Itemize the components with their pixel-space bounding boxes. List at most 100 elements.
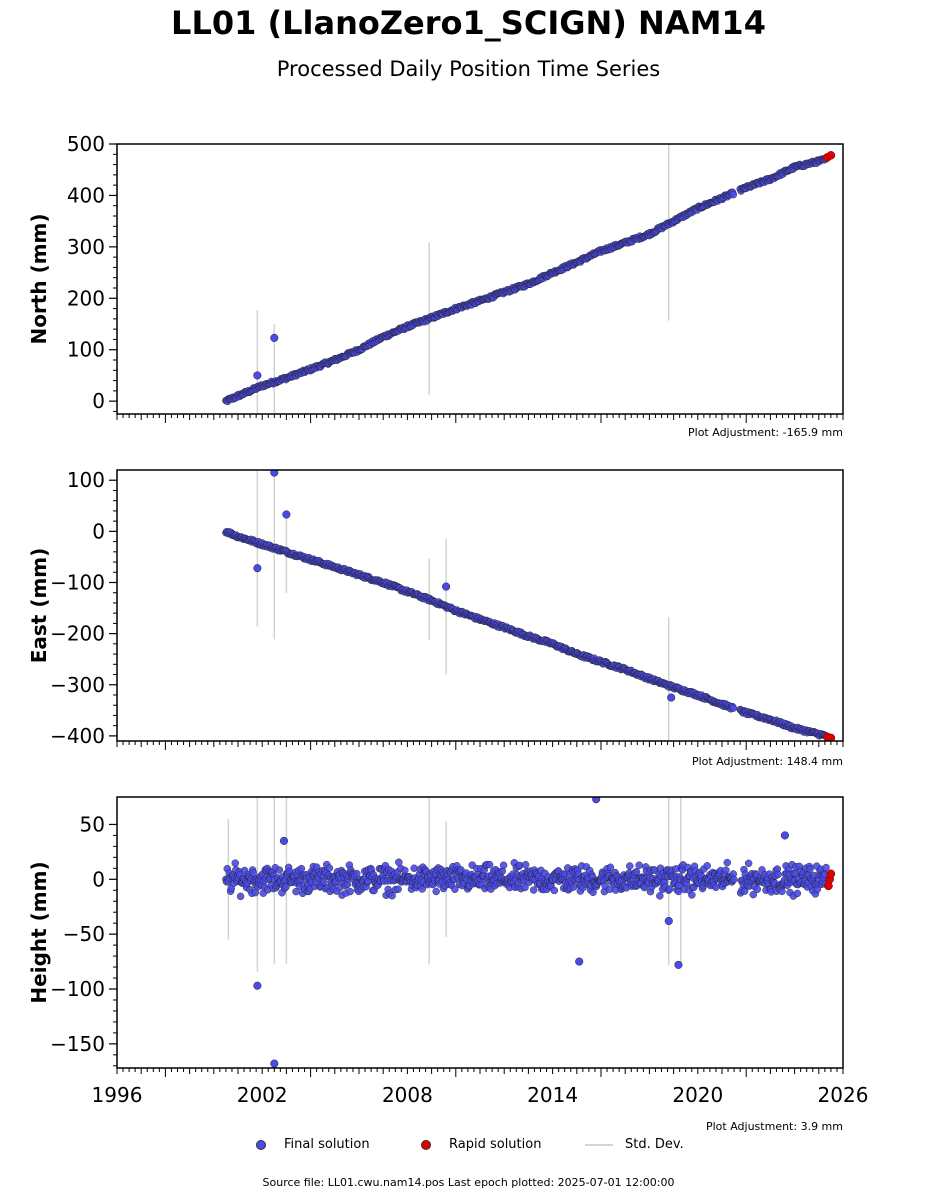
final-point [401, 866, 409, 875]
final-point [231, 859, 239, 867]
page-subtitle: Processed Daily Position Time Series [276, 57, 661, 81]
panel-3: −150 −100 −50 0 50 Height (mm) Plot Adjustment… [27, 796, 869, 1133]
legend-stddev-line [585, 1143, 613, 1146]
final-point [730, 875, 738, 884]
final-point [352, 869, 361, 878]
y-tick-label: 100 [67, 468, 105, 492]
plot-area [222, 144, 836, 414]
final-point [822, 863, 830, 872]
outlier-point [270, 470, 279, 477]
y-axis-label: Height (mm) [27, 861, 51, 1003]
outlier-point [667, 693, 676, 702]
final-point [640, 883, 649, 892]
axes-frame [116, 469, 844, 742]
panel-2: −400 −300 −200 −100 0 100 East (mm) Plot Adjust… [27, 468, 844, 768]
outlier-point [442, 582, 451, 591]
y-tick-label: −400 [50, 724, 105, 748]
final-point [806, 865, 814, 873]
final-point [606, 863, 615, 872]
y-tick-label: 500 [67, 132, 105, 156]
final-point [395, 858, 403, 867]
y-tick-label: 50 [80, 812, 105, 836]
y-tick-label: 100 [67, 338, 105, 362]
final-point [297, 864, 306, 873]
final-point [432, 887, 440, 896]
outlier-point [575, 957, 584, 966]
final-point [485, 860, 494, 869]
x-tick-label: 2026 [818, 1083, 869, 1107]
legend-stddev-label: Std. Dev. [625, 1137, 684, 1152]
final-point [236, 892, 245, 901]
final-point [249, 869, 258, 877]
final-point [282, 883, 290, 891]
final-point [632, 868, 641, 876]
final-point [418, 885, 426, 893]
outlier-point [253, 564, 262, 573]
final-point [626, 862, 634, 870]
x-tick-label: 2002 [237, 1083, 288, 1107]
x-tick-label: 1996 [92, 1083, 143, 1107]
y-tick-label: −100 [50, 570, 105, 594]
plot-area [222, 797, 836, 1068]
final-point [550, 886, 559, 895]
axes-frame [116, 143, 844, 415]
rapid-point [826, 733, 836, 741]
final-point [394, 885, 402, 893]
final-point [666, 885, 674, 893]
y-tick-label: −50 [63, 922, 105, 946]
y-axis-label: East (mm) [27, 548, 51, 664]
outlier-point [279, 836, 289, 845]
outlier-point [592, 797, 601, 804]
panel-1: 0 100 200 300 400 500 North (mm) Plot Adjustmen… [27, 132, 844, 439]
outlier-point [270, 1059, 279, 1068]
final-point [729, 704, 738, 712]
final-point [529, 886, 538, 894]
y-tick-label: 0 [92, 389, 105, 413]
final-point [749, 890, 758, 899]
plot-adjustment-label: Plot Adjustment: 3.9 mm [706, 1120, 843, 1133]
outlier-point [674, 960, 683, 969]
y-tick-label: 300 [67, 235, 105, 259]
final-point [744, 859, 753, 868]
page-title: LL01 (LlanoZero1_SCIGN) NAM14 [171, 4, 766, 42]
rapid-point [826, 869, 836, 879]
final-point [451, 885, 459, 894]
x-tick-label: 2020 [672, 1083, 723, 1107]
y-tick-label: 200 [67, 286, 105, 310]
final-point [521, 861, 530, 869]
legend-final-marker [256, 1139, 266, 1150]
y-tick-label: −150 [50, 1032, 105, 1056]
legend-final: Final solution [256, 1137, 370, 1152]
final-point [499, 861, 508, 870]
x-tick-label: 2014 [527, 1083, 578, 1107]
y-tick-label: 0 [92, 867, 105, 891]
outlier-point [664, 916, 673, 926]
final-point [703, 862, 711, 870]
plot-adjustment-label: Plot Adjustment: 148.4 mm [692, 755, 843, 768]
final-point [774, 870, 782, 879]
outlier-point [282, 510, 291, 519]
outlier-point [270, 333, 279, 342]
final-point [688, 891, 696, 899]
legend-rapid-label: Rapid solution [449, 1137, 542, 1152]
final-point [793, 889, 802, 898]
legend-rapid: Rapid solution [421, 1137, 541, 1152]
outlier-point [780, 831, 789, 840]
final-point [521, 883, 529, 892]
y-tick-label: 0 [92, 519, 105, 543]
y-tick-label: −200 [50, 622, 105, 646]
final-point [753, 885, 762, 893]
final-point [656, 892, 664, 900]
x-tick-label: 2008 [382, 1083, 433, 1107]
final-point [729, 190, 738, 199]
legend-final-label: Final solution [284, 1137, 370, 1152]
axes-frame [116, 796, 844, 1069]
plot-adjustment-label: Plot Adjustment: -165.9 mm [688, 426, 843, 439]
plot-area [222, 470, 836, 741]
legend-rapid-marker [421, 1139, 431, 1150]
outlier-point [253, 981, 262, 990]
source-footer: Source file: LL01.cwu.nam14.pos Last epo… [262, 1176, 675, 1189]
final-point [589, 888, 597, 897]
y-tick-label: −300 [50, 673, 105, 697]
